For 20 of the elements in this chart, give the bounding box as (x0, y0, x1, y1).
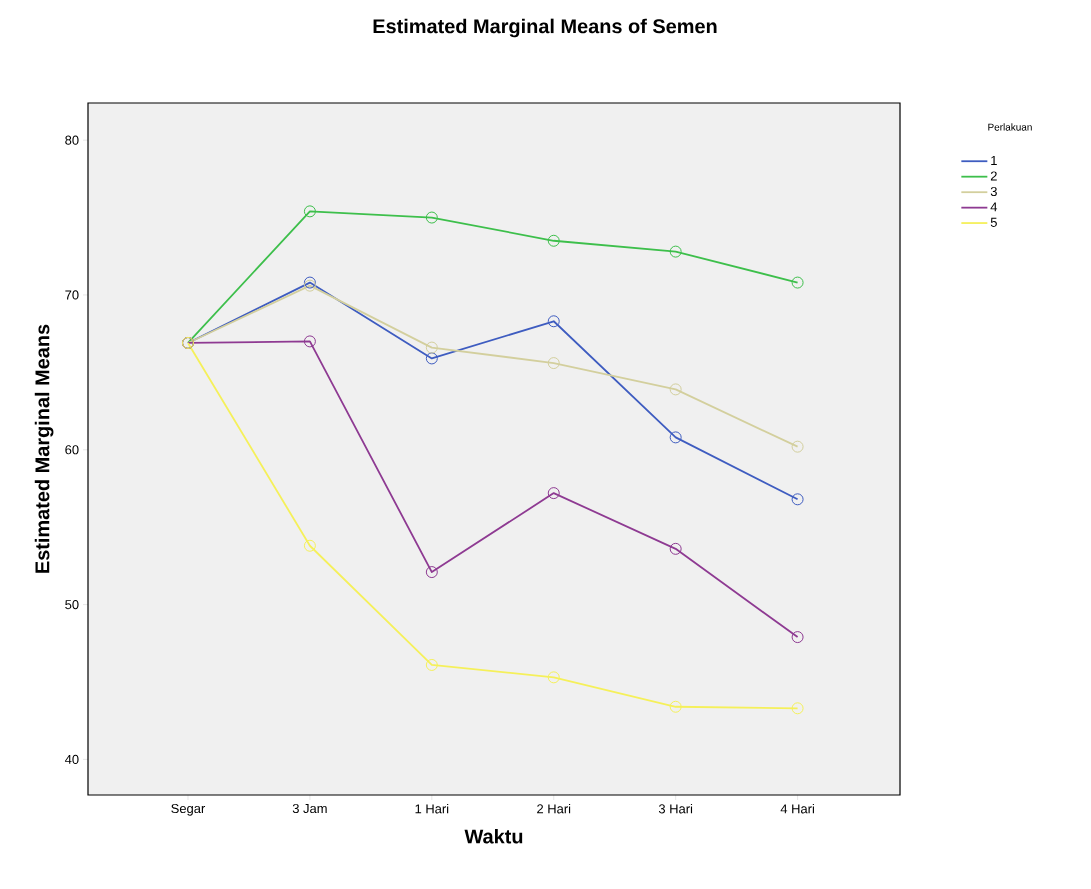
x-tick-label: 3 Jam (292, 803, 327, 814)
y-tick-label: 70 (65, 290, 79, 300)
legend-title: Perlakuan (988, 123, 1032, 131)
legend-label: 2 (990, 171, 997, 181)
x-tick-label: 1 Hari (415, 803, 449, 814)
legend-label: 3 (990, 186, 997, 197)
y-axis-title: Estimated Marginal Means (34, 324, 54, 573)
x-tick-label: 3 Hari (658, 803, 693, 814)
chart-title: Estimated Marginal Means of Semen (373, 18, 717, 38)
x-tick-label: 2 Hari (537, 803, 571, 814)
legend-label: 4 (990, 202, 998, 212)
y-tick-label: 60 (65, 445, 79, 455)
y-tick-label: 80 (65, 135, 79, 145)
x-tick-label: Segar (171, 803, 206, 816)
x-axis-title: Waktu (464, 828, 523, 844)
y-tick-label: 50 (65, 599, 79, 610)
y-tick-label: 40 (64, 754, 79, 764)
legend-label: 5 (990, 217, 997, 227)
x-tick-label: 4 Hari (780, 803, 814, 814)
legend-label: 1 (991, 156, 997, 165)
